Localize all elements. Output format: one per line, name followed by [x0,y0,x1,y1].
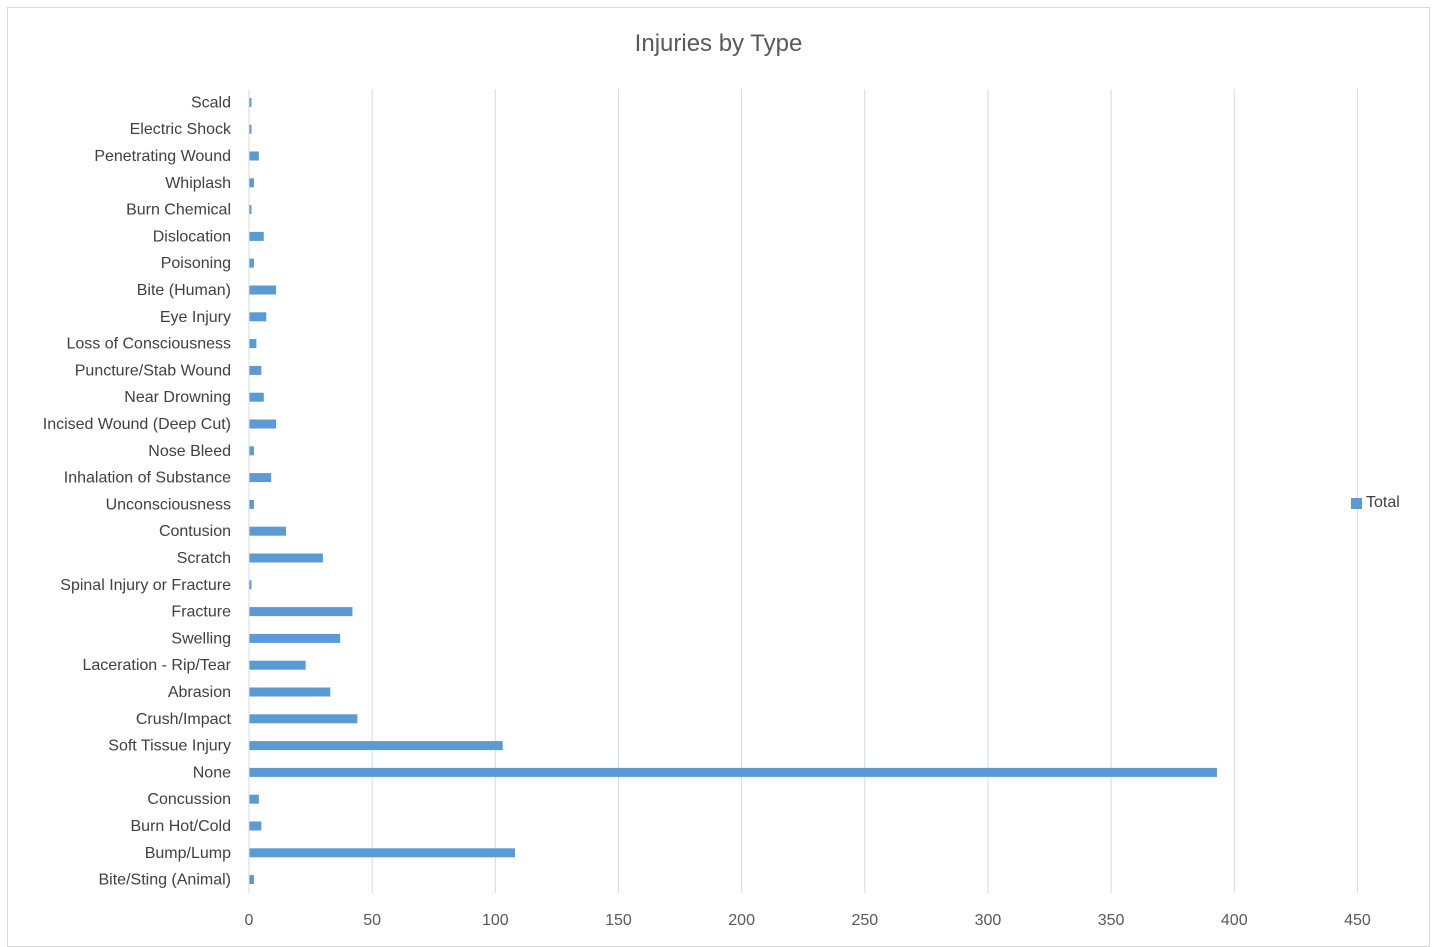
chart-title: Injuries by Type [634,30,803,57]
category-label: Unconsciousness [106,496,231,513]
category-label: Burn Chemical [126,202,231,219]
category-label: Scratch [177,550,231,567]
category-label: Swelling [171,630,231,647]
bar [249,499,254,509]
category-label: Near Drowning [124,389,231,406]
bar [249,633,341,643]
bar [249,365,262,375]
x-tick-label: 150 [605,912,632,929]
category-label: Incised Wound (Deep Cut) [43,416,231,433]
category-label: Electric Shock [130,121,232,138]
x-tick-label: 300 [975,912,1002,929]
bar [249,231,264,241]
bar [249,848,516,858]
bar [249,660,306,670]
x-tick-label: 350 [1098,912,1125,929]
bar [249,580,252,590]
bar [249,97,252,107]
category-label: Inhalation of Substance [64,470,231,487]
category-label: Loss of Consciousness [66,336,231,353]
bar [249,258,254,268]
bar [249,285,277,295]
gridlines [371,89,1358,893]
category-label: Spinal Injury or Fracture [60,577,231,594]
bar [249,473,272,483]
bar [249,526,286,536]
x-tick-label: 400 [1221,912,1248,929]
bar [249,607,353,617]
category-label: Bite/Sting (Animal) [99,872,232,889]
category-label: Poisoning [161,255,231,272]
bar [249,446,254,456]
bar [249,151,259,161]
legend-swatch [1351,497,1362,509]
category-label: Crush/Impact [136,711,232,728]
category-label: Bite (Human) [137,282,231,299]
bar [249,178,254,188]
bar [249,741,503,751]
category-label: Laceration - Rip/Tear [82,657,231,674]
bar [249,767,1218,777]
category-label: Bump/Lump [145,845,231,862]
category-label: Whiplash [165,175,231,192]
bar [249,821,262,831]
category-label: Eye Injury [160,309,231,326]
legend: Total [1351,494,1400,512]
category-label: Abrasion [168,684,231,701]
bars [249,97,1218,885]
category-label: Soft Tissue Injury [108,738,231,755]
category-label: Contusion [159,523,231,540]
category-label: Burn Hot/Cold [131,818,232,835]
bar [249,205,252,215]
x-tick-label: 200 [728,912,755,929]
bar [249,312,267,322]
bar [249,339,257,349]
category-label: Penetrating Wound [94,148,231,165]
x-tick-label: 0 [245,912,254,929]
category-label: Puncture/Stab Wound [75,362,231,379]
category-label: Dislocation [153,228,231,245]
chart-area [7,7,1430,947]
bar [249,392,264,402]
x-tick-label: 450 [1344,912,1371,929]
legend-label: Total [1366,494,1400,511]
bar [249,875,254,885]
x-tick-label: 250 [851,912,878,929]
category-label: None [193,764,231,781]
bar [249,553,323,563]
bar [249,419,277,429]
category-label: Scald [191,94,231,111]
bar [249,714,358,724]
category-label: Fracture [171,604,231,621]
x-tick-label: 100 [482,912,509,929]
x-tick-labels: 0 50 100 150 200 250 300 350 400 450 [245,912,1371,929]
category-labels: Bite/Sting (Animal) Bump/Lump Burn Hot/Col… [43,94,232,888]
x-tick-label: 50 [363,912,381,929]
bar [249,687,331,697]
bar [249,124,252,134]
category-label: Nose Bleed [148,443,231,460]
bar [249,794,259,804]
category-label: Concussion [147,791,231,808]
